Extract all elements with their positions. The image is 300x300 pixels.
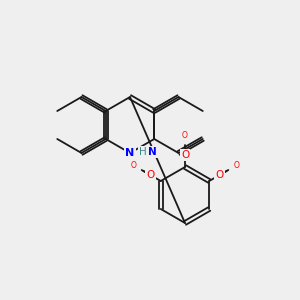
Text: O: O xyxy=(233,161,239,170)
Text: N: N xyxy=(125,148,135,158)
Text: O: O xyxy=(146,170,154,180)
Text: O: O xyxy=(131,161,137,170)
Text: O: O xyxy=(215,170,224,180)
Text: H: H xyxy=(139,147,146,157)
Text: O: O xyxy=(182,131,188,140)
Text: N: N xyxy=(148,147,157,157)
Text: O: O xyxy=(181,150,189,160)
